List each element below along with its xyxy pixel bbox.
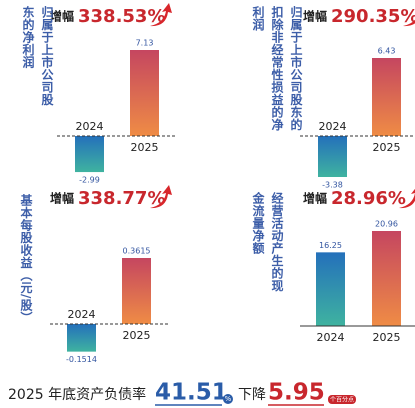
footer-change: 5.95: [268, 380, 325, 406]
value-label: 6.43: [378, 47, 396, 56]
footer-change-unit: 个百分点: [330, 396, 354, 404]
chart-title: 基本每股收益（元/股）: [19, 194, 33, 324]
value-label: -3.38: [322, 181, 343, 190]
chart-title: 归属于上市公司股东的扣除非经常性损益的净利润: [251, 6, 303, 131]
unit-badge: [328, 395, 356, 404]
bar: [75, 136, 104, 173]
growth-value: 290.35%: [331, 6, 415, 27]
x-tick-label: 2025: [131, 141, 159, 154]
x-tick-label: 2024: [68, 308, 96, 321]
growth-value: 338.77%: [78, 188, 166, 209]
x-tick-label: 2024: [319, 120, 347, 133]
x-tick-label: 2024: [76, 120, 104, 133]
footer-unit: %: [225, 395, 232, 403]
growth-value: 28.96%: [331, 188, 406, 209]
bar: [122, 258, 151, 324]
value-label: 20.96: [375, 220, 398, 229]
unit-badge: [223, 394, 233, 404]
value-label: -0.1514: [66, 355, 97, 364]
bar: [372, 231, 401, 326]
chart-title: 经营活动产生的现金流量净额: [251, 192, 284, 292]
x-tick-label: 2025: [373, 141, 401, 154]
growth-arrow: [150, 185, 172, 209]
x-tick-label: 2025: [123, 329, 151, 342]
bar: [316, 252, 345, 326]
value-label: 7.13: [136, 39, 154, 48]
annotation-label: 增幅: [303, 9, 327, 24]
growth-arrow: [399, 188, 415, 209]
footer-text: 2025 年底资产负债率: [8, 386, 146, 403]
bar: [372, 58, 401, 136]
footer-change-label: 下降: [238, 387, 266, 403]
growth-arrow: [403, 12, 415, 27]
bar: [67, 324, 96, 352]
x-tick-label: 2024: [317, 331, 345, 344]
annotation-label: 增幅: [50, 9, 74, 24]
value-label: -2.99: [79, 176, 100, 185]
footer-value: 41.51: [155, 380, 228, 406]
annotation-label: 增幅: [50, 191, 74, 206]
growth-arrow: [150, 3, 172, 27]
growth-value: 338.53%: [78, 6, 166, 27]
chart-title: 归属于上市公司股东的净利润: [21, 6, 54, 106]
bar: [318, 136, 347, 178]
value-label: 16.25: [319, 241, 342, 250]
value-label: 0.3615: [123, 247, 151, 256]
bar: [130, 50, 159, 136]
x-tick-label: 2025: [373, 331, 401, 344]
annotation-label: 增幅: [303, 191, 327, 206]
